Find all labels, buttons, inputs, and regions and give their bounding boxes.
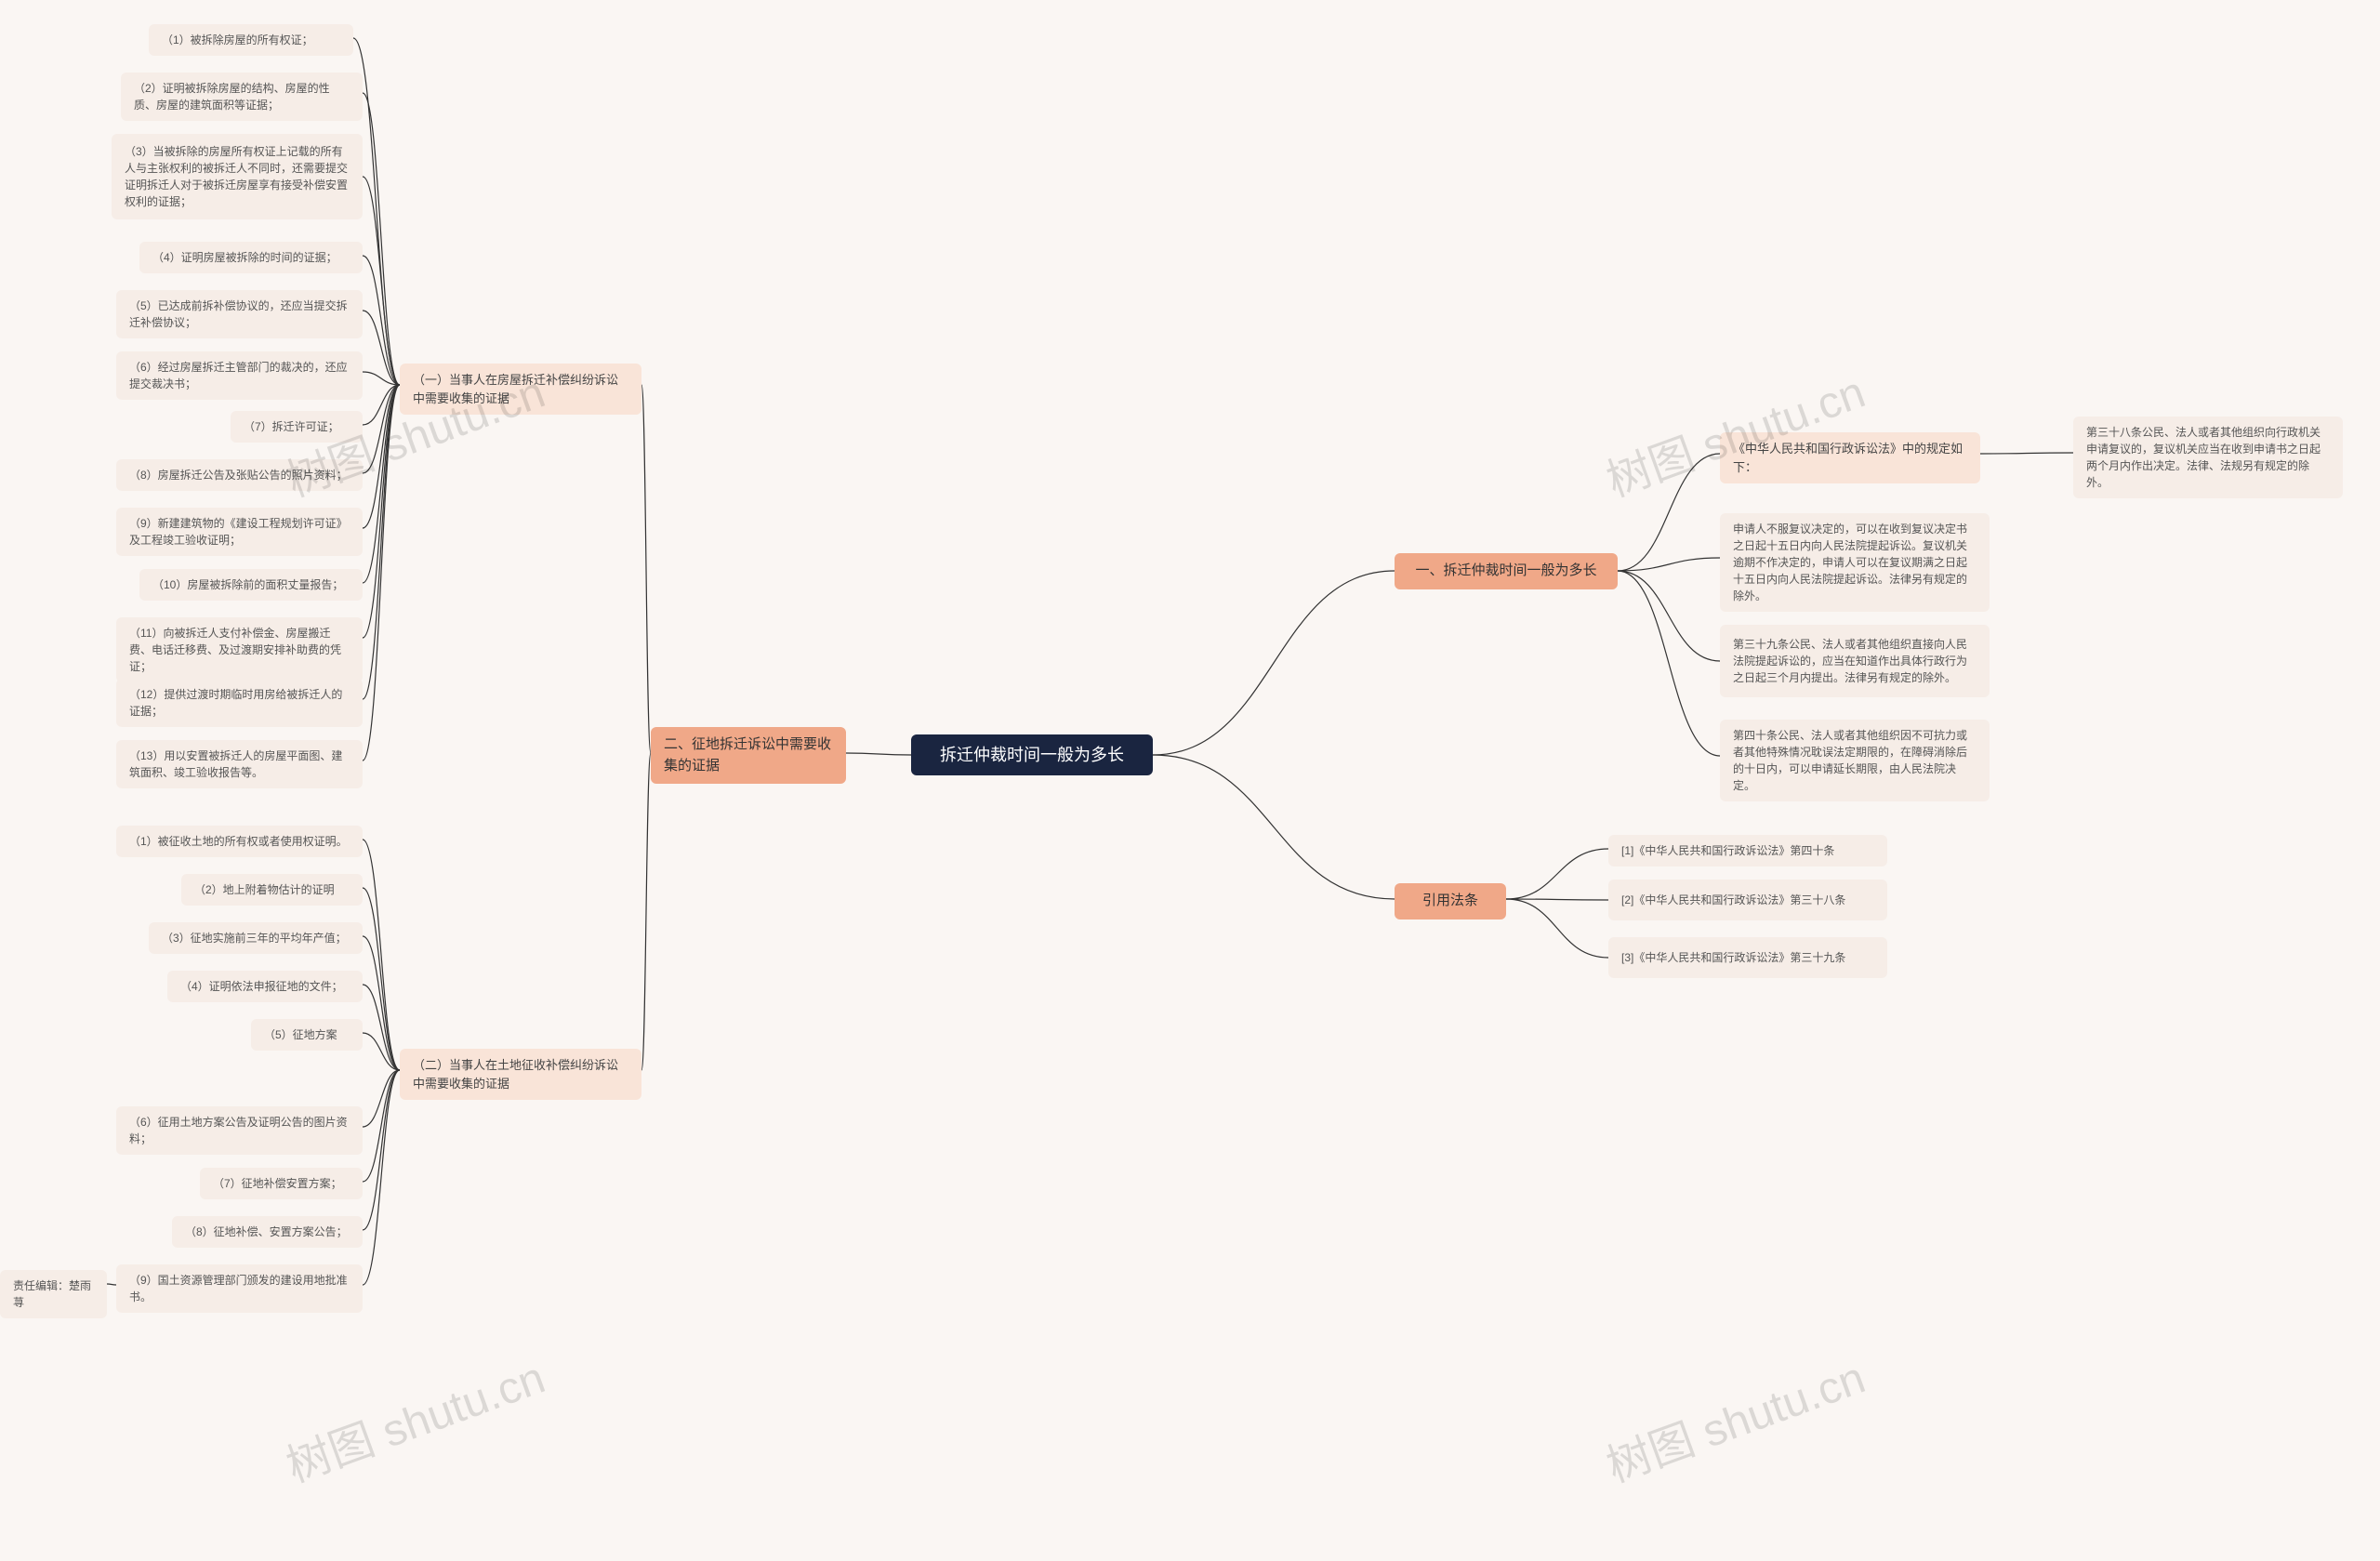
node-a2: （2）证明被拆除房屋的结构、房屋的性质、房屋的建筑面积等证据； <box>121 73 363 121</box>
node-n1c: 第三十九条公民、法人或者其他组织直接向人民法院提起诉讼的，应当在知道作出具体行政… <box>1720 625 1990 697</box>
node-n1a: 《中华人民共和国行政诉讼法》中的规定如下： <box>1720 432 1980 483</box>
node-b9r: 责任编辑：楚雨荨 <box>0 1270 107 1318</box>
node-n2a: [1]《中华人民共和国行政诉讼法》第四十条 <box>1608 835 1887 866</box>
node-a11: （11）向被拆迁人支付补偿金、房屋搬迁费、电话迁移费、及过渡期安排补助费的凭证； <box>116 617 363 682</box>
node-a10: （10）房屋被拆除前的面积丈量报告； <box>139 569 363 601</box>
node-b8: （8）征地补偿、安置方案公告； <box>172 1216 363 1248</box>
watermark-3: 树图 shutu.cn <box>1596 1341 1872 1494</box>
node-n3A: （一）当事人在房屋拆迁补偿纠纷诉讼中需要收集的证据 <box>400 364 641 415</box>
node-b3: （3）征地实施前三年的平均年产值； <box>149 922 363 954</box>
node-a9: （9）新建建筑物的《建设工程规划许可证》及工程竣工验收证明； <box>116 508 363 556</box>
node-b4: （4）证明依法申报征地的文件； <box>167 971 363 1002</box>
node-b6: （6）征用土地方案公告及证明公告的图片资料； <box>116 1106 363 1155</box>
node-a6: （6）经过房屋拆迁主管部门的裁决的，还应提交裁决书； <box>116 351 363 400</box>
node-a7: （7）拆迁许可证； <box>231 411 363 443</box>
node-n2: 引用法条 <box>1395 883 1506 919</box>
node-a13: （13）用以安置被拆迁人的房屋平面图、建筑面积、竣工验收报告等。 <box>116 740 363 788</box>
node-a8: （8）房屋拆迁公告及张贴公告的照片资料； <box>116 459 363 491</box>
node-a12: （12）提供过渡时期临时用房给被拆迁人的证据； <box>116 679 363 727</box>
node-n1b: 申请人不服复议决定的，可以在收到复议决定书之日起十五日内向人民法院提起诉讼。复议… <box>1720 513 1990 612</box>
node-a1: （1）被拆除房屋的所有权证； <box>149 24 353 56</box>
node-b9: （9）国土资源管理部门颁发的建设用地批准书。 <box>116 1264 363 1313</box>
node-b5: （5）征地方案 <box>251 1019 363 1051</box>
node-a3: （3）当被拆除的房屋所有权证上记载的所有人与主张权利的被拆迁人不同时，还需要提交… <box>112 134 363 219</box>
node-n1a1: 第三十八条公民、法人或者其他组织向行政机关申请复议的，复议机关应当在收到申请书之… <box>2073 417 2343 498</box>
node-n2b: [2]《中华人民共和国行政诉讼法》第三十八条 <box>1608 880 1887 920</box>
node-n1d: 第四十条公民、法人或者其他组织因不可抗力或者其他特殊情况耽误法定期限的，在障碍消… <box>1720 720 1990 801</box>
node-n2c: [3]《中华人民共和国行政诉讼法》第三十九条 <box>1608 937 1887 978</box>
node-n3: 二、征地拆迁诉讼中需要收集的证据 <box>651 727 846 784</box>
node-a4: （4）证明房屋被拆除的时间的证据； <box>139 242 363 273</box>
node-n1: 一、拆迁仲裁时间一般为多长 <box>1395 553 1618 589</box>
node-n3B: （二）当事人在土地征收补偿纠纷诉讼中需要收集的证据 <box>400 1049 641 1100</box>
node-b2: （2）地上附着物估计的证明 <box>181 874 363 906</box>
node-b1: （1）被征收土地的所有权或者使用权证明。 <box>116 826 363 857</box>
node-a5: （5）已达成前拆补偿协议的，还应当提交拆迁补偿协议； <box>116 290 363 338</box>
watermark-2: 树图 shutu.cn <box>276 1341 552 1494</box>
node-root: 拆迁仲裁时间一般为多长 <box>911 734 1153 775</box>
node-b7: （7）征地补偿安置方案； <box>200 1168 363 1199</box>
mindmap-canvas: 拆迁仲裁时间一般为多长 一、拆迁仲裁时间一般为多长 《中华人民共和国行政诉讼法》中的… <box>0 0 2380 1561</box>
